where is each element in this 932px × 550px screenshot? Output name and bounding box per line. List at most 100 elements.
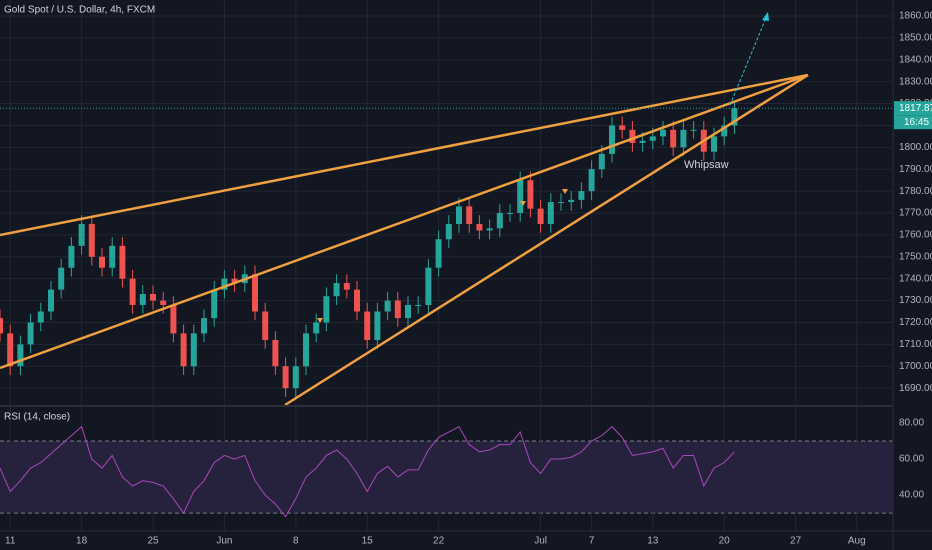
last-price-box bbox=[894, 101, 932, 116]
candle-body bbox=[507, 213, 513, 215]
trendline bbox=[0, 73, 809, 237]
candle-body bbox=[27, 322, 34, 345]
candle-body bbox=[517, 180, 524, 214]
candle-body bbox=[160, 300, 167, 305]
marker bbox=[317, 318, 323, 323]
annotation: Whipsaw bbox=[684, 159, 729, 171]
trendline bbox=[284, 73, 809, 407]
x-tick-label: 22 bbox=[433, 536, 445, 547]
candle-body bbox=[466, 206, 473, 224]
candle-body bbox=[68, 245, 75, 268]
candle-body bbox=[456, 206, 462, 224]
candle-body bbox=[99, 256, 105, 268]
y-tick-label: 1770.00 bbox=[899, 208, 932, 219]
y2-tick-label: 60.00 bbox=[899, 454, 924, 465]
y-tick-label: 1860.00 bbox=[899, 11, 932, 22]
y-tick-label: 1840.00 bbox=[899, 54, 932, 65]
candle-body bbox=[201, 318, 207, 334]
candle-body bbox=[211, 289, 218, 319]
candle-body bbox=[558, 202, 564, 204]
candle-body bbox=[435, 239, 442, 268]
y-tick-label: 1690.00 bbox=[899, 383, 932, 394]
countdown-label: 16:45 bbox=[904, 117, 929, 128]
y-tick-label: 1720.00 bbox=[899, 317, 932, 328]
candle-body bbox=[415, 304, 422, 306]
candle-body bbox=[496, 213, 503, 229]
candle-body bbox=[588, 169, 595, 192]
x-tick-label: 7 bbox=[589, 536, 595, 547]
candle-body bbox=[405, 304, 411, 319]
candle-body bbox=[609, 125, 615, 154]
x-tick-label: 8 bbox=[293, 536, 299, 547]
candle-body bbox=[262, 311, 269, 340]
projection-arrow bbox=[729, 17, 767, 106]
chart-title: Gold Spot / U.S. Dollar, 4h, FXCM bbox=[4, 5, 155, 16]
candle-body bbox=[180, 333, 187, 367]
x-tick-label: Jun bbox=[216, 536, 232, 547]
candle-body bbox=[680, 129, 687, 148]
candle-body bbox=[619, 125, 626, 130]
y-tick-label: 1760.00 bbox=[899, 230, 932, 241]
candle-body bbox=[58, 267, 65, 290]
candle-body bbox=[568, 199, 575, 203]
x-tick-label: 11 bbox=[5, 536, 16, 547]
x-tick-label: 25 bbox=[147, 536, 159, 547]
candle-body bbox=[578, 191, 585, 200]
drawings bbox=[0, 73, 809, 407]
candle-body bbox=[476, 223, 483, 231]
candle-body bbox=[231, 278, 238, 284]
trendline bbox=[0, 73, 809, 370]
candle-body bbox=[364, 311, 371, 340]
rsi-line bbox=[0, 425, 735, 518]
candle-body bbox=[37, 311, 44, 323]
last-price-label: 1817.87 bbox=[899, 103, 932, 114]
candle-body bbox=[48, 289, 54, 312]
candle-body bbox=[78, 223, 85, 246]
candle-body bbox=[252, 274, 258, 312]
y-tick-label: 1780.00 bbox=[899, 186, 932, 197]
candle-body bbox=[629, 129, 636, 143]
y-tick-label: 1830.00 bbox=[899, 76, 932, 87]
rsi-band bbox=[0, 441, 893, 514]
y2-tick-label: 40.00 bbox=[899, 490, 924, 501]
y-tick-label: 1800.00 bbox=[899, 142, 932, 153]
candle-body bbox=[384, 300, 391, 312]
candle-body bbox=[150, 294, 156, 301]
y-tick-label: 1850.00 bbox=[899, 33, 932, 44]
candle-body bbox=[670, 129, 677, 148]
x-tick-label: 13 bbox=[647, 536, 659, 547]
candle-body bbox=[303, 333, 309, 367]
candle-body bbox=[272, 339, 279, 367]
candle-body bbox=[486, 228, 493, 231]
candle-body bbox=[7, 333, 14, 367]
countdown-box bbox=[894, 115, 932, 130]
candle-body bbox=[598, 153, 605, 170]
x-tick-label: 15 bbox=[362, 536, 374, 547]
candle-body bbox=[313, 322, 320, 334]
candle-body bbox=[660, 129, 666, 137]
candle-body bbox=[170, 304, 177, 334]
y-tick-label: 1750.00 bbox=[899, 251, 932, 262]
candle-body bbox=[343, 283, 350, 290]
candle-body bbox=[0, 318, 3, 334]
candle-body bbox=[282, 366, 289, 389]
marker bbox=[562, 189, 568, 194]
candle-body bbox=[394, 300, 401, 319]
candle-body bbox=[354, 289, 360, 312]
x-tick-label: Jul bbox=[534, 536, 547, 547]
candle-body bbox=[119, 245, 126, 279]
candle-body bbox=[221, 278, 228, 290]
x-tick-label: 20 bbox=[719, 536, 731, 547]
candle-body bbox=[109, 245, 116, 268]
y-tick-label: 1730.00 bbox=[899, 295, 932, 306]
marker bbox=[520, 201, 526, 206]
candle-body bbox=[333, 283, 340, 297]
candle-body bbox=[129, 278, 136, 305]
candle-body bbox=[649, 136, 656, 141]
candle-body bbox=[374, 311, 381, 340]
y-tick-label: 1710.00 bbox=[899, 339, 932, 350]
arrow-head bbox=[762, 12, 769, 21]
rsi-title: RSI (14, close) bbox=[4, 412, 70, 423]
candle-body bbox=[690, 129, 697, 131]
